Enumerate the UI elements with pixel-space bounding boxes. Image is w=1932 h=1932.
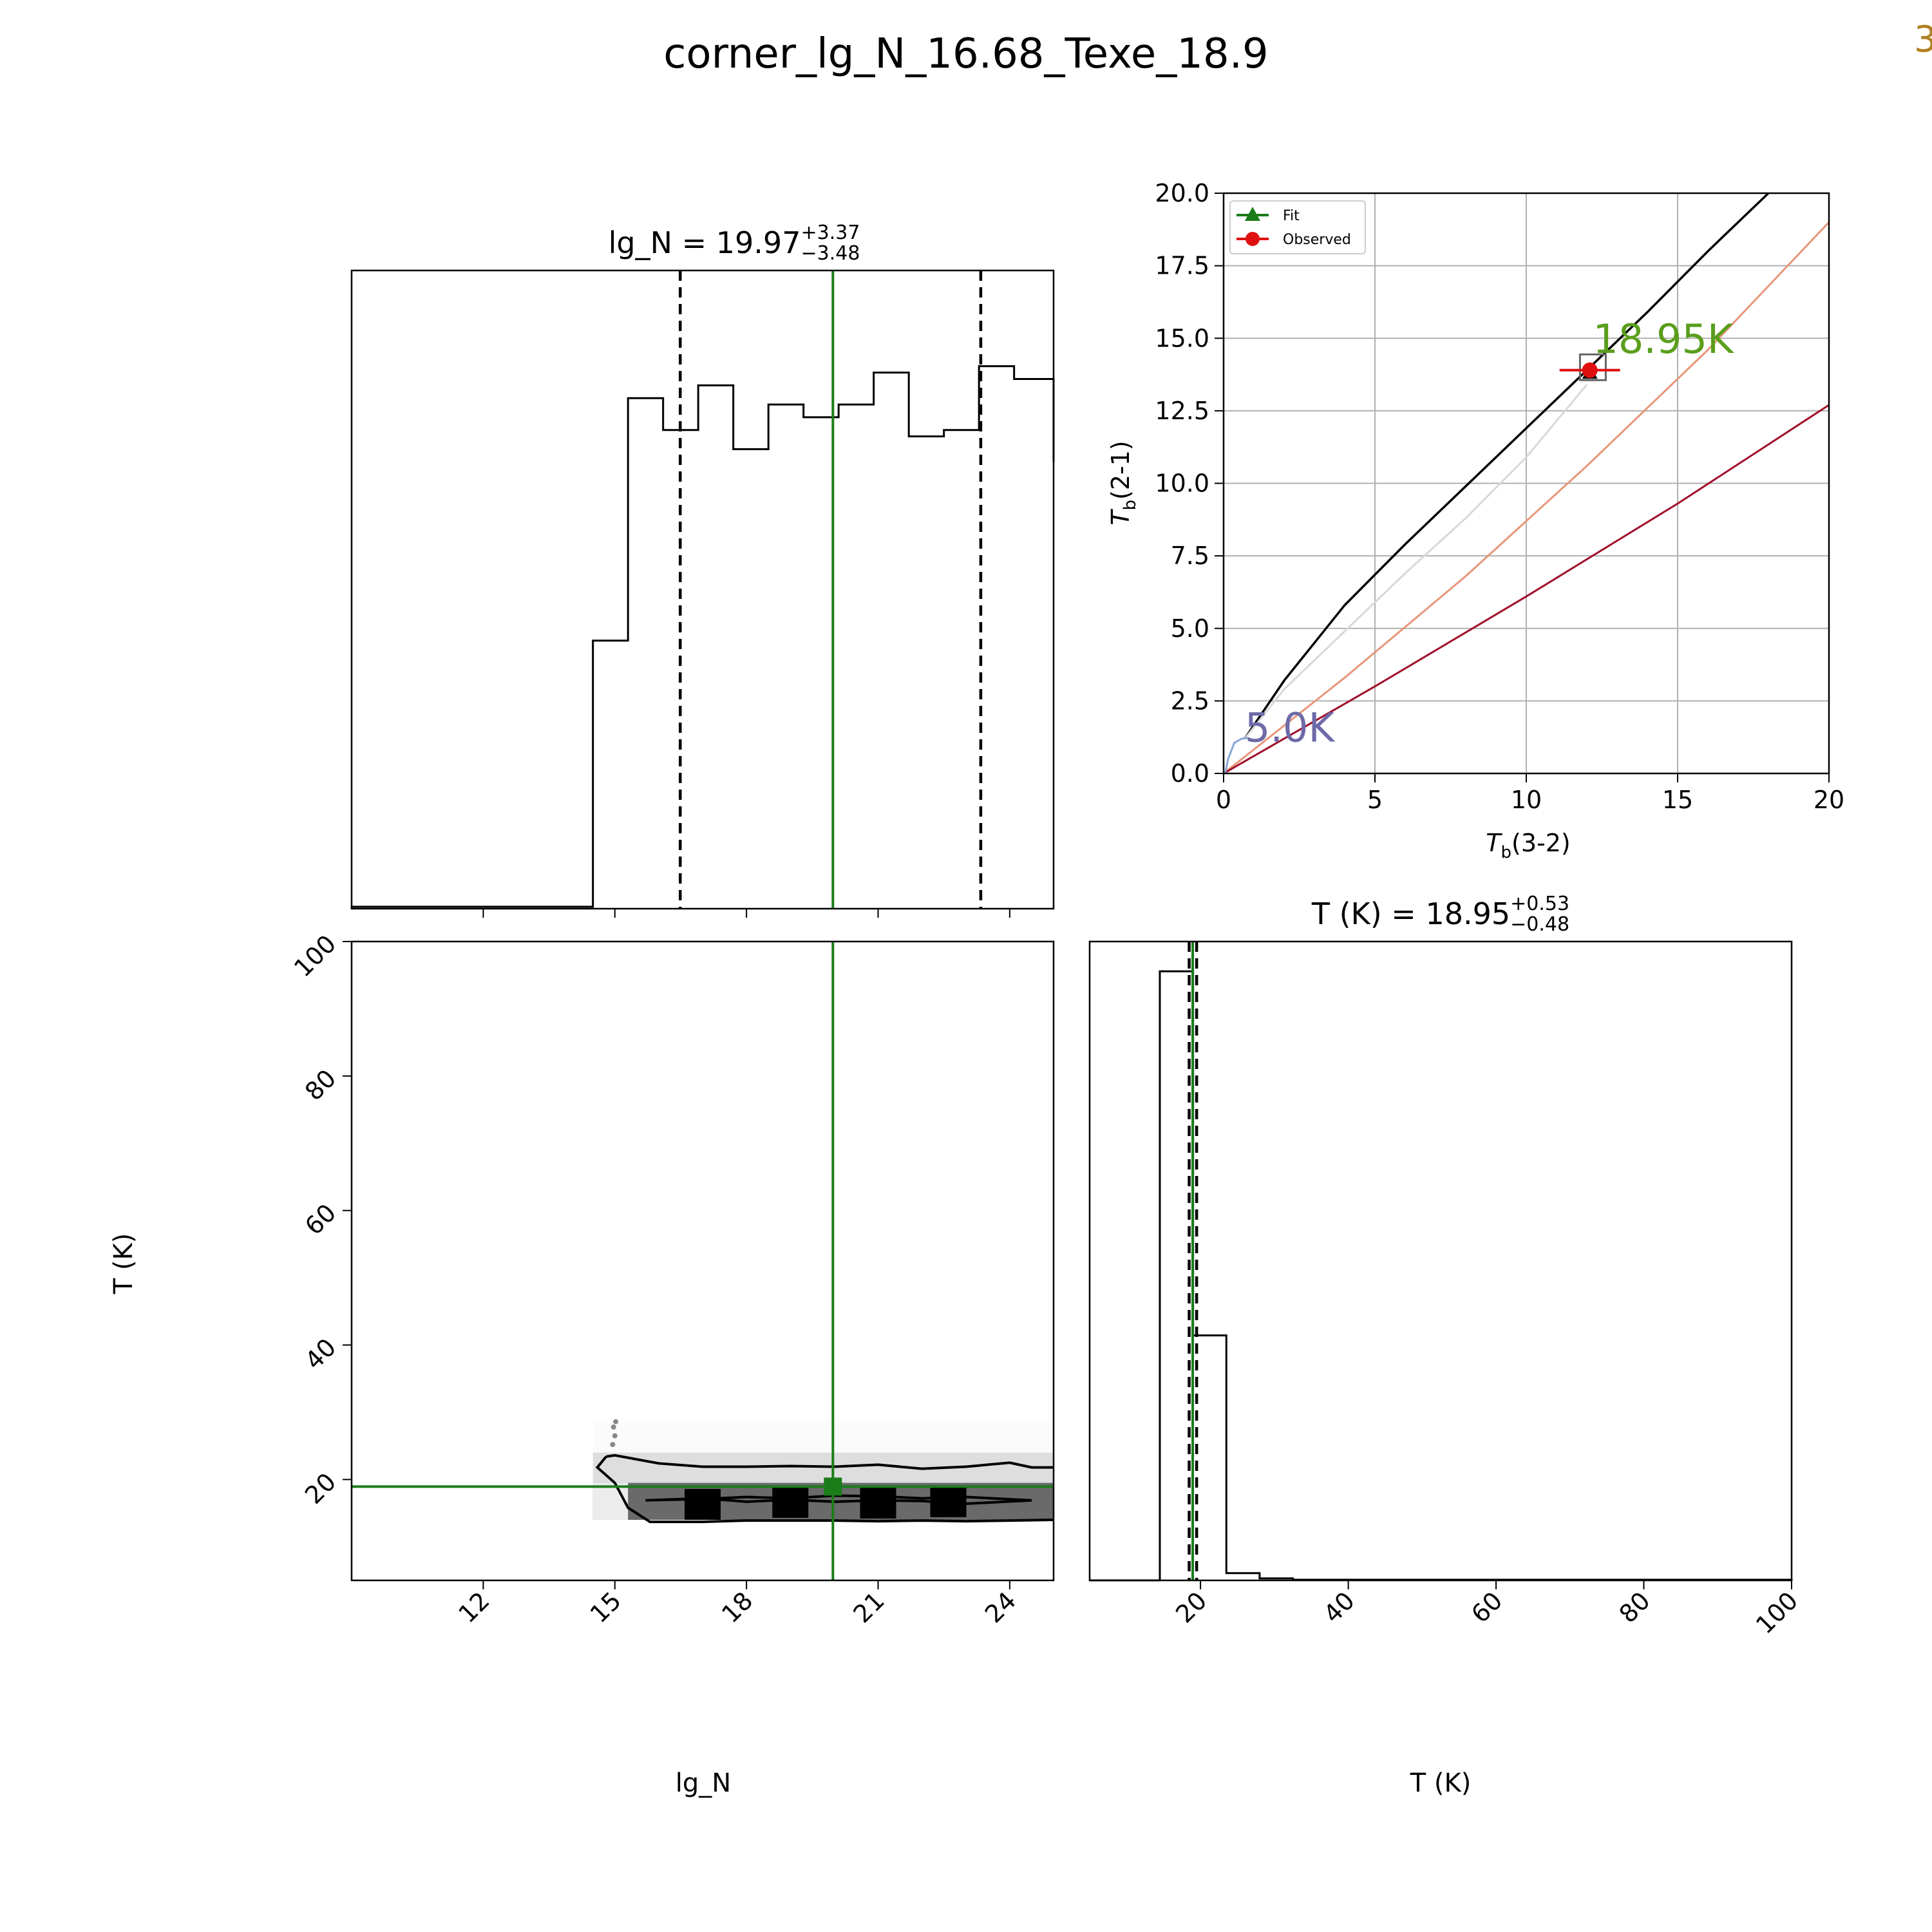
hist-T-title-sup: +0.53 — [1510, 893, 1569, 915]
density-y-tick-label: 20 — [299, 1468, 341, 1510]
density-x-tick-label: 21 — [848, 1586, 890, 1628]
density-x-tick-label: 12 — [453, 1586, 495, 1628]
hist-T-frame — [1088, 940, 1793, 1582]
ratio-annotation-1: 5.0K — [1245, 704, 1336, 751]
truth-square-marker — [824, 1477, 842, 1496]
hist-T-title-sub: −0.48 — [1510, 913, 1569, 936]
density-y-tick-label: 80 — [299, 1064, 341, 1106]
ratio-x-tick-label: 0 — [1216, 786, 1231, 814]
panel-ratio-plot: 18.95K 5.0K 0 5 10 15 20 0.0 2.5 5.0 7.5 10.0 12.5 15… — [1155, 179, 1844, 814]
hist-T-x-tick-label: 60 — [1466, 1586, 1508, 1628]
corner-mark: 3 — [1914, 19, 1932, 61]
ratio-y-tick-label: 12.5 — [1155, 397, 1209, 425]
ratio-legend: Fit Observed — [1229, 200, 1366, 254]
ratio-annotation-0: 18.95K — [1593, 316, 1734, 363]
hist-T-title: T (K) = 18.95+0.53 −0.48 — [1311, 893, 1569, 936]
ratio-curve-black — [1244, 193, 1770, 739]
outlier-point — [611, 1424, 616, 1430]
xlabel-lgN: lg_N — [676, 1768, 731, 1798]
density-frame — [350, 940, 1055, 1582]
legend-label: Observed — [1283, 232, 1351, 248]
ratio-y-tick-label: 0.0 — [1171, 759, 1209, 788]
ratio-y-tick-label: 17.5 — [1155, 252, 1209, 280]
ratio-curve-blue — [1224, 737, 1248, 773]
hist-lgN-steps — [350, 365, 1055, 909]
hist-lgN-title-sup: +3.37 — [800, 222, 860, 244]
density-y-tick-label: 100 — [289, 929, 341, 982]
ratio-y-tick-label: 7.5 — [1171, 542, 1209, 570]
ratio-curve-crimson — [1224, 404, 1829, 773]
ratio-x-tick-label: 10 — [1511, 786, 1542, 814]
ratio-x-tick-label: 20 — [1814, 786, 1844, 814]
ratio-x-tick-label: 15 — [1662, 786, 1693, 814]
hist-lgN-frame — [350, 269, 1055, 910]
outlier-point — [612, 1433, 618, 1439]
ratio-xlabel: Tb(3-2) — [1486, 829, 1570, 862]
contour-inner — [645, 1494, 1032, 1505]
ratio-curve-light — [1244, 384, 1588, 739]
ylabel-T: T (K) — [109, 1233, 138, 1295]
hist-T-title-main: T (K) = 18.95 — [1311, 896, 1510, 931]
contour-outer-top — [605, 1454, 1054, 1470]
panel-hist-T: 20 40 60 80 100 — [1088, 940, 1803, 1640]
ratio-box-marker — [1578, 353, 1607, 381]
ratio-y-tick-label: 15.0 — [1155, 324, 1209, 352]
hist-T-steps — [1090, 970, 1793, 1582]
hist-lgN-title: lg_N = 19.97+3.37 −3.48 — [609, 222, 860, 265]
xlabel-T: T (K) — [1410, 1768, 1472, 1798]
ratio-observed-point — [1582, 362, 1598, 378]
panel-2d-density: 12 15 18 21 24 20 40 60 80 100 — [289, 929, 1055, 1629]
hist-lgN-title-main: lg_N = 19.97 — [609, 225, 801, 260]
ratio-y-tick-label: 20.0 — [1155, 179, 1209, 207]
density-peak-square — [772, 1486, 809, 1518]
density-x-tick-label: 24 — [980, 1586, 1021, 1628]
density-y-tick-label: 40 — [299, 1333, 341, 1375]
legend-circle-marker — [1245, 232, 1260, 246]
figure-title: corner_lg_N_16.68_Texe_18.9 — [663, 30, 1269, 78]
ratio-ylabel: Tb(2-1) — [1106, 440, 1140, 525]
hist-T-x-tick-label: 20 — [1170, 1586, 1212, 1628]
density-peak-square — [860, 1487, 896, 1519]
hist-T-x-tick-label: 100 — [1750, 1586, 1803, 1639]
density-edge-bin — [592, 1482, 629, 1520]
ratio-y-tick-label: 10.0 — [1155, 469, 1209, 498]
hist-T-x-tick-label: 80 — [1614, 1586, 1656, 1628]
hist-lgN-title-sub: −3.48 — [800, 242, 860, 265]
density-y-tick-label: 60 — [299, 1198, 341, 1240]
density-peak-square — [685, 1489, 721, 1520]
ratio-curves — [1224, 193, 1829, 773]
density-band-0 — [592, 1422, 1054, 1453]
outlier-point — [613, 1419, 619, 1425]
hist-T-x-tick-label: 40 — [1318, 1586, 1360, 1628]
ratio-curve-salmon — [1224, 222, 1829, 773]
density-x-tick-label: 15 — [585, 1586, 627, 1628]
density-x-tick-label: 18 — [716, 1586, 758, 1628]
ratio-x-tick-label: 5 — [1367, 786, 1383, 814]
panel-hist-lgN — [350, 269, 1055, 918]
ratio-y-tick-label: 5.0 — [1171, 614, 1209, 643]
legend-triangle-marker — [1245, 207, 1260, 221]
outlier-point — [610, 1442, 616, 1448]
ratio-y-tick-label: 2.5 — [1171, 687, 1209, 715]
legend-label: Fit — [1283, 208, 1300, 224]
